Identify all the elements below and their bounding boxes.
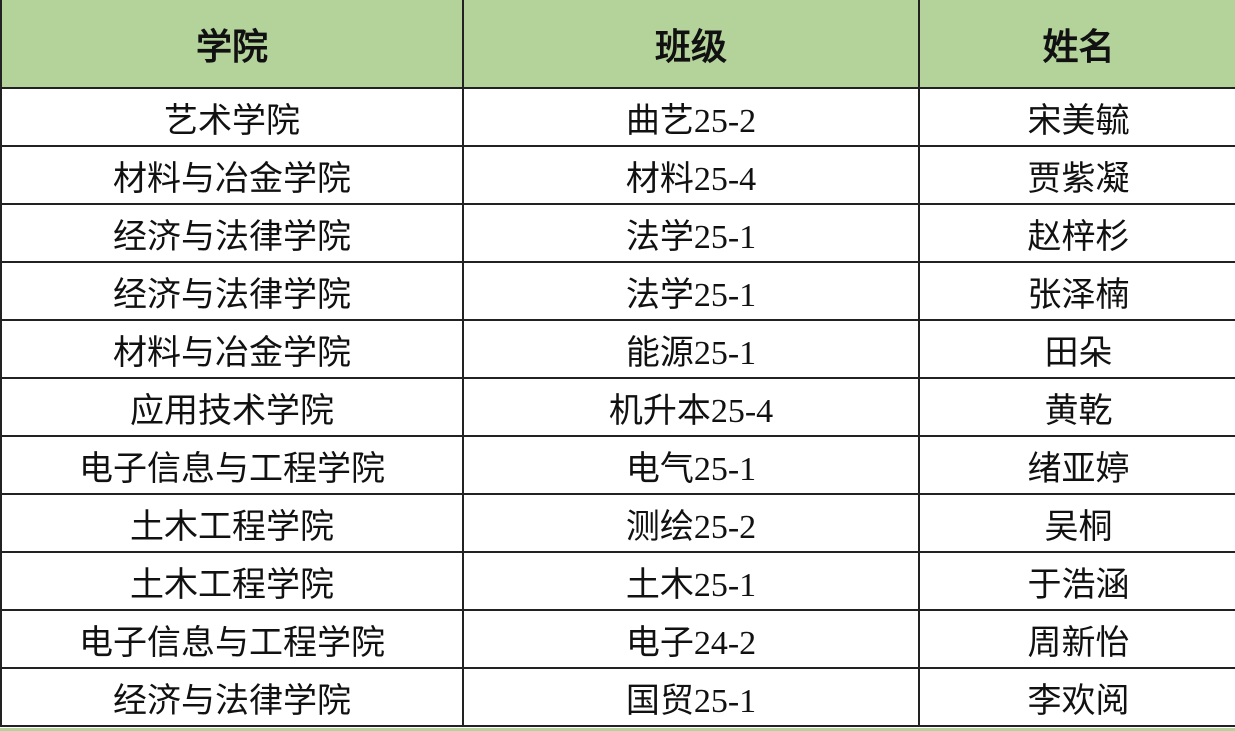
table-row: 应用技术学院 机升本25-4 黄乾: [0, 377, 1235, 437]
header-class: 班级: [462, 0, 920, 89]
cell-class: 土木25-1: [462, 551, 920, 611]
cell-name: 李欢阅: [918, 667, 1235, 727]
cell-class: 法学25-1: [462, 203, 920, 263]
cell-college: 电子信息与工程学院: [0, 435, 464, 495]
table-row: 电子信息与工程学院 电子24-2 周新怡: [0, 609, 1235, 669]
cell-name: 周新怡: [918, 609, 1235, 669]
table-row: 材料与冶金学院 材料25-4 贾紫凝: [0, 145, 1235, 205]
header-college: 学院: [0, 0, 464, 89]
cell-college: 土木工程学院: [0, 551, 464, 611]
table-row: 土木工程学院 测绘25-2 吴桐: [0, 493, 1235, 553]
cell-name: 宋美毓: [918, 87, 1235, 147]
cell-class: 国贸25-1: [462, 667, 920, 727]
cell-name: 于浩涵: [918, 551, 1235, 611]
cell-name: 黄乾: [918, 377, 1235, 437]
cell-name: 张泽楠: [918, 261, 1235, 321]
cell-college: 电子信息与工程学院: [0, 609, 464, 669]
cell-college: 经济与法律学院: [0, 261, 464, 321]
bottom-border-strip: [0, 728, 1235, 731]
cell-class: 法学25-1: [462, 261, 920, 321]
header-name: 姓名: [918, 0, 1235, 89]
cell-college: 材料与冶金学院: [0, 145, 464, 205]
cell-class: 材料25-4: [462, 145, 920, 205]
cell-name: 吴桐: [918, 493, 1235, 553]
cell-college: 经济与法律学院: [0, 203, 464, 263]
cell-college: 艺术学院: [0, 87, 464, 147]
cell-college: 应用技术学院: [0, 377, 464, 437]
cell-name: 绪亚婷: [918, 435, 1235, 495]
table-row: 材料与冶金学院 能源25-1 田朵: [0, 319, 1235, 379]
cell-class: 电子24-2: [462, 609, 920, 669]
cell-name: 贾紫凝: [918, 145, 1235, 205]
table-row: 经济与法律学院 法学25-1 张泽楠: [0, 261, 1235, 321]
cell-class: 电气25-1: [462, 435, 920, 495]
cell-college: 经济与法律学院: [0, 667, 464, 727]
cell-name: 赵梓杉: [918, 203, 1235, 263]
cell-college: 材料与冶金学院: [0, 319, 464, 379]
table-row: 经济与法律学院 法学25-1 赵梓杉: [0, 203, 1235, 263]
cell-college: 土木工程学院: [0, 493, 464, 553]
cell-class: 能源25-1: [462, 319, 920, 379]
table-row: 电子信息与工程学院 电气25-1 绪亚婷: [0, 435, 1235, 495]
cell-name: 田朵: [918, 319, 1235, 379]
table-row: 经济与法律学院 国贸25-1 李欢阅: [0, 667, 1235, 727]
cell-class: 测绘25-2: [462, 493, 920, 553]
cell-class: 曲艺25-2: [462, 87, 920, 147]
table-row: 艺术学院 曲艺25-2 宋美毓: [0, 87, 1235, 147]
cell-class: 机升本25-4: [462, 377, 920, 437]
header-row: 学院 班级 姓名: [0, 0, 1235, 89]
table-row: 土木工程学院 土木25-1 于浩涵: [0, 551, 1235, 611]
